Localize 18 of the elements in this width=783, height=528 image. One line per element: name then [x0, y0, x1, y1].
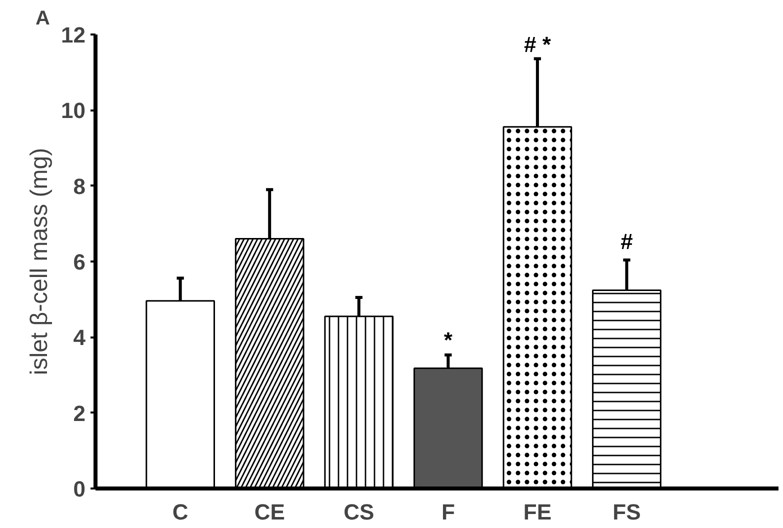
y-tick-label: 4 [73, 325, 86, 350]
x-tick-label: FS [612, 500, 641, 524]
annotation: # [620, 228, 633, 254]
x-tick-label: CE [254, 500, 285, 524]
x-tick-label: C [172, 500, 188, 524]
y-tick-label: 10 [61, 98, 86, 124]
chart-title: A [36, 8, 50, 30]
x-tick-label: FE [523, 500, 552, 524]
y-tick-label: 0 [73, 476, 86, 502]
annotation: # * [524, 32, 552, 58]
annotation: * [444, 327, 453, 352]
y-tick-label: 2 [73, 400, 86, 426]
y-axis-title: islet β-cell mass (mg) [26, 148, 54, 376]
x-tick-label: CS [344, 500, 374, 524]
x-tick-label: F [441, 500, 455, 524]
y-tick-label: 8 [73, 174, 86, 199]
y-tick-label: 12 [61, 22, 86, 48]
y-tick-label: 6 [73, 250, 86, 274]
